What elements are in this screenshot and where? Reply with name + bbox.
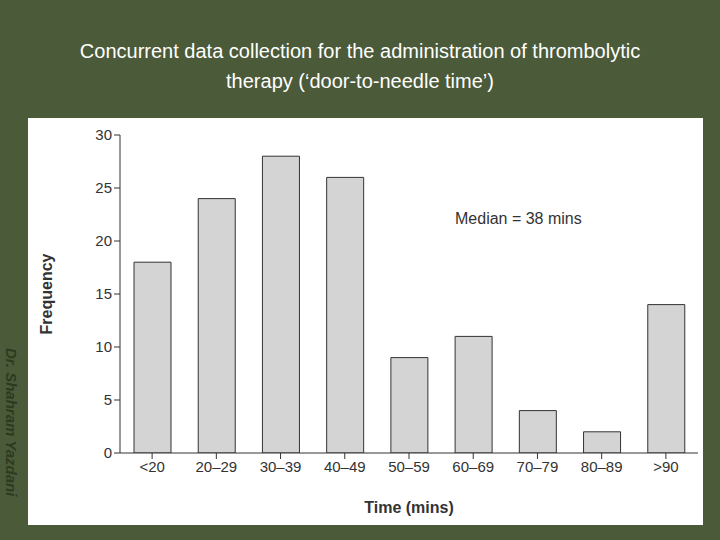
svg-text:10: 10 — [95, 338, 112, 355]
html-text:Dr. Shahram Yazdani: Dr. Shahram Yazdani — [3, 348, 20, 497]
svg-text:Frequency: Frequency — [38, 253, 55, 334]
svg-text:30–39: 30–39 — [260, 458, 302, 475]
svg-text:30: 30 — [95, 126, 112, 143]
svg-text:<20: <20 — [139, 458, 164, 475]
svg-text:50–59: 50–59 — [388, 458, 430, 475]
svg-text:80–89: 80–89 — [581, 458, 623, 475]
html-text:Concurrent data collection for: Concurrent data collection for the admin… — [79, 40, 641, 92]
svg-text:70–79: 70–79 — [517, 458, 559, 475]
svg-text:25: 25 — [95, 179, 112, 196]
svg-text:0: 0 — [104, 444, 112, 461]
svg-text:60–69: 60–69 — [452, 458, 494, 475]
html-text:Median = 38 mins: Median = 38 mins — [455, 210, 582, 227]
svg-text:5: 5 — [104, 391, 112, 408]
svg-text:Time (mins): Time (mins) — [364, 499, 454, 516]
svg-text:>90: >90 — [653, 458, 678, 475]
svg-text:20–29: 20–29 — [195, 458, 237, 475]
svg-text:15: 15 — [95, 285, 112, 302]
svg-text:20: 20 — [95, 232, 112, 249]
svg-text:40–49: 40–49 — [324, 458, 366, 475]
